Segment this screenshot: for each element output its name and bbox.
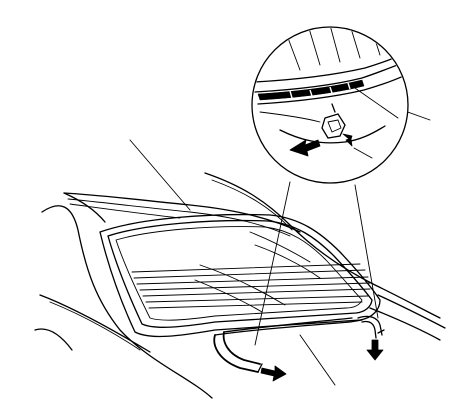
molding-strip-inner bbox=[222, 331, 261, 365]
trunk-line-upper bbox=[377, 294, 446, 329]
leader-line-molding bbox=[299, 334, 336, 386]
defroster-line bbox=[131, 263, 361, 273]
callout-lower-curve bbox=[279, 125, 386, 144]
window-frame-outer bbox=[99, 213, 381, 338]
defroster-line bbox=[142, 288, 371, 297]
clip-body bbox=[321, 113, 346, 139]
molding-end-right bbox=[377, 329, 385, 334]
glass-reflection-3 bbox=[199, 264, 286, 306]
defroster-grid bbox=[131, 263, 371, 309]
callout-molding-band bbox=[257, 79, 365, 101]
quarter-panel-inner-line bbox=[34, 328, 73, 351]
car-body bbox=[34, 172, 446, 399]
molding-strip bbox=[213, 315, 385, 373]
molding-strip-right-corner-inner bbox=[361, 320, 377, 339]
callout-molding-leader bbox=[351, 85, 399, 119]
roof-left-edge bbox=[63, 192, 106, 223]
magnifier-callout bbox=[251, 26, 409, 184]
removal-arrow-bottom bbox=[260, 365, 287, 382]
window-glass-edge bbox=[115, 226, 363, 321]
callout-body-inner bbox=[259, 111, 321, 123]
callout-circle bbox=[251, 26, 409, 184]
callout-molding-stripes bbox=[289, 82, 351, 99]
molding-strip-top-run-inner bbox=[223, 317, 353, 333]
body-crease-line bbox=[49, 301, 141, 351]
lower-body-line bbox=[39, 294, 151, 353]
clip-stem bbox=[331, 103, 336, 113]
callout-clip-pointer bbox=[342, 133, 353, 147]
callout-connector-left bbox=[254, 181, 291, 346]
defroster-line bbox=[148, 301, 363, 309]
glass-reflection-1 bbox=[249, 231, 311, 263]
molding-strip-outer bbox=[213, 334, 259, 373]
defroster-line bbox=[133, 269, 366, 279]
defroster-line bbox=[139, 282, 371, 291]
glass-reflection-4 bbox=[194, 279, 263, 313]
callout-removal-arrow bbox=[289, 139, 321, 157]
hatch-line bbox=[329, 28, 341, 63]
callout-clip-leader bbox=[353, 147, 373, 159]
roof-rail-inner bbox=[211, 179, 293, 231]
defroster-line bbox=[136, 276, 369, 285]
c-pillar-outline bbox=[41, 205, 213, 399]
rear-window bbox=[99, 213, 381, 338]
retaining-clip bbox=[321, 103, 346, 139]
roof-inner-line-1 bbox=[67, 198, 291, 237]
molding-strip-top-run bbox=[214, 319, 363, 336]
callout-connector-right bbox=[354, 184, 379, 319]
leader-line-roof bbox=[129, 139, 191, 211]
callout-molding-top bbox=[254, 59, 407, 93]
hatch-line bbox=[307, 28, 321, 66]
molding-strip-right-corner bbox=[357, 315, 383, 336]
molding-strip-end-cap bbox=[257, 363, 263, 373]
removal-arrow-right bbox=[366, 339, 384, 361]
roof-inner-line-2 bbox=[69, 203, 181, 219]
clip-detail bbox=[327, 119, 342, 133]
window-molding-line bbox=[107, 219, 373, 328]
defroster-line bbox=[145, 295, 369, 303]
glass-reflection-2 bbox=[254, 244, 321, 279]
roof-rail-outer bbox=[204, 172, 441, 319]
